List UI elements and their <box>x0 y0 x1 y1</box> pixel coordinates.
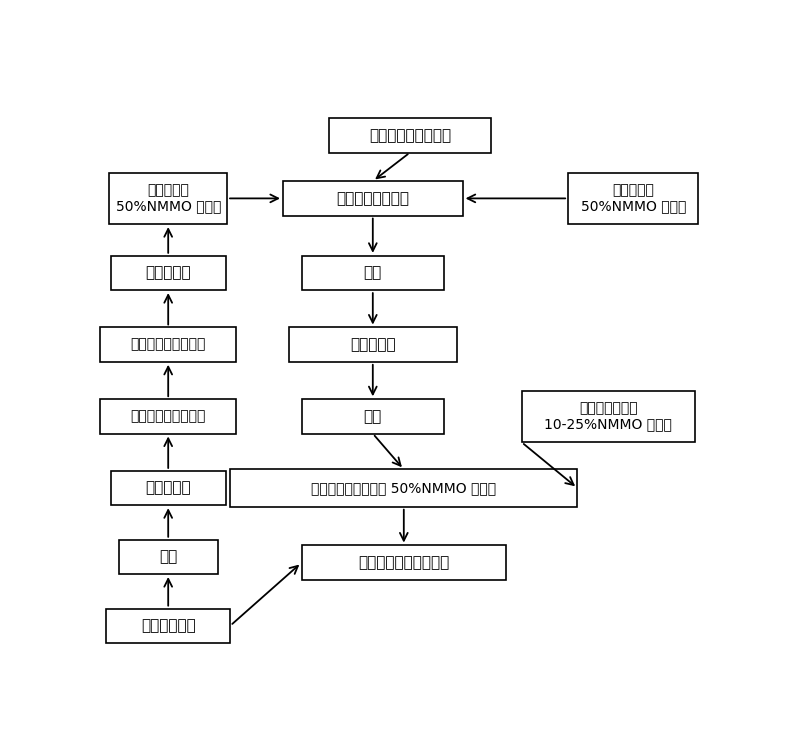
Text: 溶解: 溶解 <box>364 265 382 280</box>
Text: 凝固浴接收槽: 凝固浴接收槽 <box>141 618 195 633</box>
Text: 再生蛋白质纤维原料: 再生蛋白质纤维原料 <box>369 128 451 143</box>
Text: 质量浓度为
50%NMMO 水溶液: 质量浓度为 50%NMMO 水溶液 <box>115 183 221 214</box>
FancyBboxPatch shape <box>111 471 226 505</box>
FancyBboxPatch shape <box>118 539 218 574</box>
Text: 阳离子交换树脂处理: 阳离子交换树脂处理 <box>130 337 206 352</box>
FancyBboxPatch shape <box>283 181 462 215</box>
FancyBboxPatch shape <box>106 609 230 643</box>
Text: 混合、脱水、溶胀: 混合、脱水、溶胀 <box>336 191 410 206</box>
FancyBboxPatch shape <box>568 173 698 224</box>
FancyBboxPatch shape <box>230 469 578 507</box>
FancyBboxPatch shape <box>302 545 506 580</box>
Text: 质量浓度为
50%NMMO 水溶液: 质量浓度为 50%NMMO 水溶液 <box>581 183 686 214</box>
Text: 再生蛋白质纤维后处理: 再生蛋白质纤维后处理 <box>358 555 450 570</box>
Text: 过滤、脱泡: 过滤、脱泡 <box>350 337 396 352</box>
Text: 加入质量浓度为
10-25%NMMO 水溶液: 加入质量浓度为 10-25%NMMO 水溶液 <box>545 402 672 431</box>
FancyBboxPatch shape <box>330 118 490 153</box>
Text: 双氧水氧化: 双氧水氧化 <box>146 265 191 280</box>
FancyBboxPatch shape <box>100 399 237 434</box>
FancyBboxPatch shape <box>522 390 695 443</box>
Text: 微孔膜微滤: 微孔膜微滤 <box>146 481 191 495</box>
Text: 纺丝: 纺丝 <box>364 409 382 424</box>
Text: 凝固浴：质量浓度为 50%NMMO 水溶液: 凝固浴：质量浓度为 50%NMMO 水溶液 <box>311 481 496 495</box>
Text: 阴离子交换树脂处理: 阴离子交换树脂处理 <box>130 410 206 423</box>
FancyBboxPatch shape <box>100 328 237 362</box>
FancyBboxPatch shape <box>289 328 457 362</box>
Text: 粗滤: 粗滤 <box>159 549 178 565</box>
FancyBboxPatch shape <box>302 256 444 290</box>
FancyBboxPatch shape <box>110 173 227 224</box>
FancyBboxPatch shape <box>111 256 226 290</box>
FancyBboxPatch shape <box>302 399 444 434</box>
